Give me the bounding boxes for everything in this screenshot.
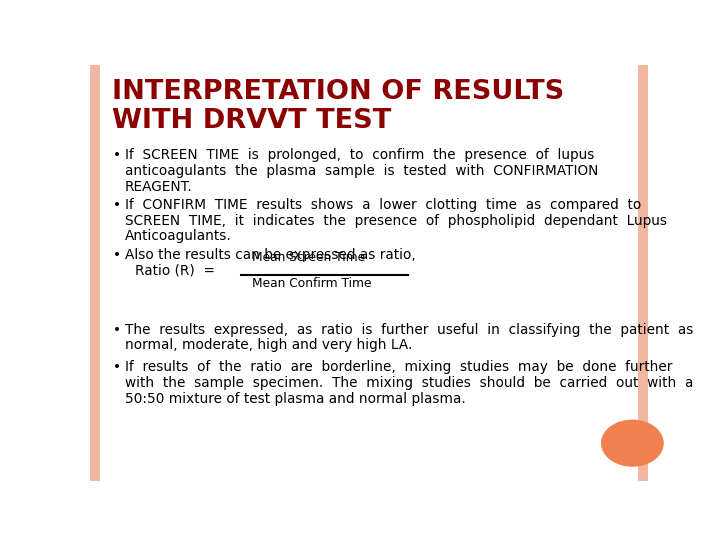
- Text: SCREEN  TIME,  it  indicates  the  presence  of  phospholipid  dependant  Lupus: SCREEN TIME, it indicates the presence o…: [125, 214, 667, 228]
- Text: If  CONFIRM  TIME  results  shows  a  lower  clotting  time  as  compared  to: If CONFIRM TIME results shows a lower cl…: [125, 198, 641, 212]
- Text: •: •: [114, 198, 122, 212]
- Bar: [638, 65, 648, 481]
- Text: •: •: [114, 248, 122, 262]
- Text: •: •: [114, 322, 122, 336]
- Text: Mean Screen Time: Mean Screen Time: [252, 252, 365, 265]
- Text: If  SCREEN  TIME  is  prolonged,  to  confirm  the  presence  of  lupus: If SCREEN TIME is prolonged, to confirm …: [125, 148, 594, 162]
- Text: Ratio (R)  =: Ratio (R) =: [135, 264, 215, 278]
- Text: •: •: [114, 360, 122, 374]
- Text: anticoagulants  the  plasma  sample  is  tested  with  CONFIRMATION: anticoagulants the plasma sample is test…: [125, 164, 598, 178]
- Text: The  results  expressed,  as  ratio  is  further  useful  in  classifying  the  : The results expressed, as ratio is furth…: [125, 322, 693, 336]
- Text: normal, moderate, high and very high LA.: normal, moderate, high and very high LA.: [125, 339, 412, 353]
- Text: Mean Confirm Time: Mean Confirm Time: [252, 277, 372, 290]
- Text: WITH DRVVT TEST: WITH DRVVT TEST: [112, 109, 392, 134]
- Text: Anticoagulants.: Anticoagulants.: [125, 230, 231, 244]
- Text: Also the results can be expressed as ratio,: Also the results can be expressed as rat…: [125, 248, 415, 262]
- Text: INTERPRETATION OF RESULTS: INTERPRETATION OF RESULTS: [112, 79, 564, 105]
- Circle shape: [602, 420, 663, 466]
- Text: with  the  sample  specimen.  The  mixing  studies  should  be  carried  out  wi: with the sample specimen. The mixing stu…: [125, 376, 693, 390]
- Text: •: •: [114, 148, 122, 162]
- Text: REAGENT.: REAGENT.: [125, 180, 192, 193]
- Text: 50:50 mixture of test plasma and normal plasma.: 50:50 mixture of test plasma and normal …: [125, 392, 465, 406]
- Text: If  results  of  the  ratio  are  borderline,  mixing  studies  may  be  done  f: If results of the ratio are borderline, …: [125, 360, 672, 374]
- Bar: [90, 65, 100, 481]
